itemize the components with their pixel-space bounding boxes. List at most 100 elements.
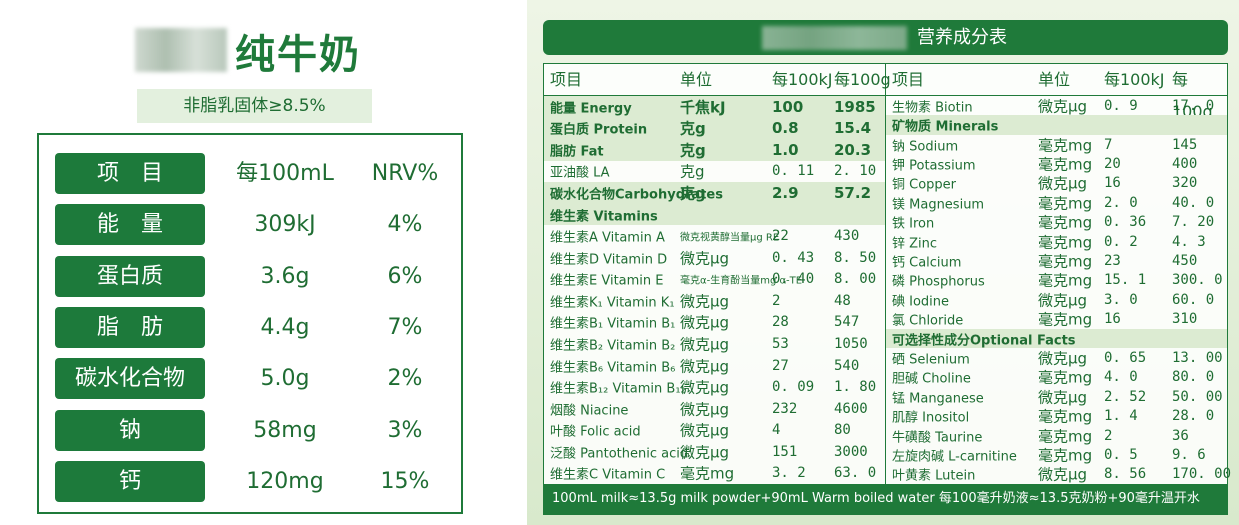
- section-title: 可选择性成分Optional Facts: [892, 333, 1076, 349]
- cell: 千焦kJ: [680, 98, 726, 117]
- cell: 微克μg: [1038, 291, 1088, 310]
- cell: 微克μg: [680, 378, 730, 397]
- cell: 牛磺酸 Taurine: [892, 430, 983, 446]
- cell: 60. 0: [1172, 291, 1215, 308]
- cell: 克g: [680, 119, 706, 138]
- cell: 15%: [380, 468, 430, 494]
- cell: 毫克mg: [1038, 310, 1093, 329]
- table-row: 脂 肪 4.4g 7%: [55, 306, 455, 348]
- cell: 克g: [680, 141, 706, 160]
- cell: 80: [834, 422, 851, 439]
- cell: 15. 1: [1104, 272, 1147, 289]
- cell: 1050: [834, 335, 868, 352]
- cell: 4. 3: [1172, 233, 1206, 250]
- cell: 镁 Magnesium: [892, 197, 985, 213]
- cell: 维生素B₂ Vitamin B₂: [550, 338, 676, 354]
- table-row: 钠 58mg 3%: [55, 409, 455, 451]
- cell: 120mg: [246, 468, 324, 494]
- table-row: 生物素 Biotin 微克μg 0. 9 17. 0: [886, 96, 1227, 115]
- cell: 钙 Calcium: [892, 255, 962, 271]
- cell: 450: [1172, 252, 1198, 269]
- cell: 0. 65: [1104, 349, 1147, 366]
- table-row: 碘 Iodine 微克μg 3. 0 60. 0: [886, 290, 1227, 309]
- column-header: 每100g: [834, 70, 891, 89]
- cell: 微克μg: [1038, 349, 1088, 368]
- cell: 钾 Potassium: [892, 158, 976, 174]
- cell: 维生素B₁ Vitamin B₁: [550, 316, 676, 332]
- cell: 3%: [387, 417, 423, 443]
- section-title: 矿物质 Minerals: [892, 119, 999, 135]
- cell: 叶黄素 Lutein: [892, 468, 976, 484]
- cell: 232: [772, 400, 798, 417]
- cell: 4.4g: [260, 314, 310, 340]
- cell: NRV%: [371, 161, 439, 186]
- cell: 2. 10: [834, 163, 877, 180]
- cell: 0. 2: [1104, 233, 1138, 250]
- table-row: 脂肪 Fat 克g 1.0 20.3: [544, 139, 885, 161]
- column-header: 项目: [550, 70, 583, 89]
- cell: 锌 Zinc: [892, 236, 938, 252]
- cell: 22: [772, 228, 789, 245]
- cell: 0. 40: [772, 271, 815, 288]
- table-row: 碳水化合物 5.0g 2%: [55, 358, 455, 400]
- cell: 微克μg: [680, 400, 730, 419]
- section-row: 维生素 Vitamins: [544, 203, 885, 226]
- cell: 9. 6: [1172, 447, 1206, 464]
- cell: 毫克mg: [1038, 233, 1093, 252]
- row-label: 项 目: [55, 153, 205, 194]
- cell: 克g: [680, 184, 706, 203]
- cell: 1. 4: [1104, 408, 1138, 425]
- cell: 13. 00: [1172, 349, 1223, 366]
- cell: 毫克mg: [1038, 407, 1093, 426]
- cell: 2. 0: [1104, 194, 1138, 211]
- row-label: 钙: [55, 460, 205, 502]
- column-header: 每100kJ: [772, 70, 833, 89]
- table-row: 维生素K₁ Vitamin K₁ 微克μg 2 48: [544, 290, 885, 312]
- cell: 28. 0: [1172, 408, 1215, 425]
- cell: 0. 09: [772, 379, 815, 396]
- cell: 胆碱 Choline: [892, 371, 971, 387]
- table-row: 维生素D Vitamin D 微克μg 0. 43 8. 50: [544, 247, 885, 269]
- cell: 300. 0: [1172, 272, 1223, 289]
- table-row: 氯 Chloride 毫克mg 16 310: [886, 309, 1227, 329]
- table-row: 烟酸 Niacine 微克μg 232 4600: [544, 398, 885, 420]
- row-label: 蛋白质: [55, 255, 205, 297]
- cell: 100: [772, 97, 804, 116]
- section-row: 矿物质 Minerals: [886, 115, 1227, 135]
- cell: 8. 56: [1104, 466, 1147, 483]
- cell: 4%: [387, 212, 423, 238]
- cell: 钠 Sodium: [892, 139, 959, 155]
- cell: 毫克mg: [680, 464, 735, 483]
- table-row: 维生素B₁₂ Vitamin B₁₂ 微克μg 0. 09 1. 80: [544, 376, 885, 398]
- table-row: 肌醇 Inositol 毫克mg 1. 4 28. 0: [886, 407, 1227, 426]
- cell: 碳水化合物Carbohydrates: [550, 187, 723, 203]
- table-row: 能量 Energy 千焦kJ 100 1985: [544, 96, 885, 118]
- cell: 3. 0: [1104, 291, 1138, 308]
- cell: 生物素 Biotin: [892, 100, 973, 116]
- table-row: 蛋白质 3.6g 6%: [55, 255, 455, 297]
- cell: 2.9: [772, 184, 799, 203]
- cell: 7. 20: [1172, 214, 1215, 231]
- cell: 维生素A Vitamin A: [550, 230, 665, 246]
- cell: 维生素E Vitamin E: [550, 273, 664, 289]
- cell: 50. 00: [1172, 388, 1223, 405]
- row-label: 能 量: [55, 204, 205, 246]
- cell: 铜 Copper: [892, 177, 957, 193]
- column: 能量 Energy 千焦kJ 100 1985 蛋白质 Protein 克g 0.8 15.4…: [544, 96, 885, 484]
- cell: 能量 Energy: [550, 101, 632, 117]
- cell: 微克μg: [1038, 465, 1088, 484]
- table-row: 叶黄素 Lutein 微克μg 8. 56 170. 00: [886, 465, 1231, 484]
- cell: 23: [1104, 252, 1121, 269]
- cell: 53: [772, 335, 789, 352]
- section-row: 可选择性成分Optional Facts: [886, 328, 1227, 349]
- cell: 2%: [387, 366, 423, 392]
- cell: 氯 Chloride: [892, 313, 964, 329]
- table-row: 维生素B₁ Vitamin B₁ 微克μg 28 547: [544, 312, 885, 334]
- cell: 维生素B₁₂ Vitamin B₁₂: [550, 381, 686, 397]
- cell: 每100mL: [236, 161, 334, 186]
- cell: 微克μg: [1038, 174, 1088, 193]
- table-title: 营养成分表: [917, 27, 1007, 48]
- cell: 毫克mg: [1038, 213, 1093, 232]
- cell: 28: [772, 314, 789, 331]
